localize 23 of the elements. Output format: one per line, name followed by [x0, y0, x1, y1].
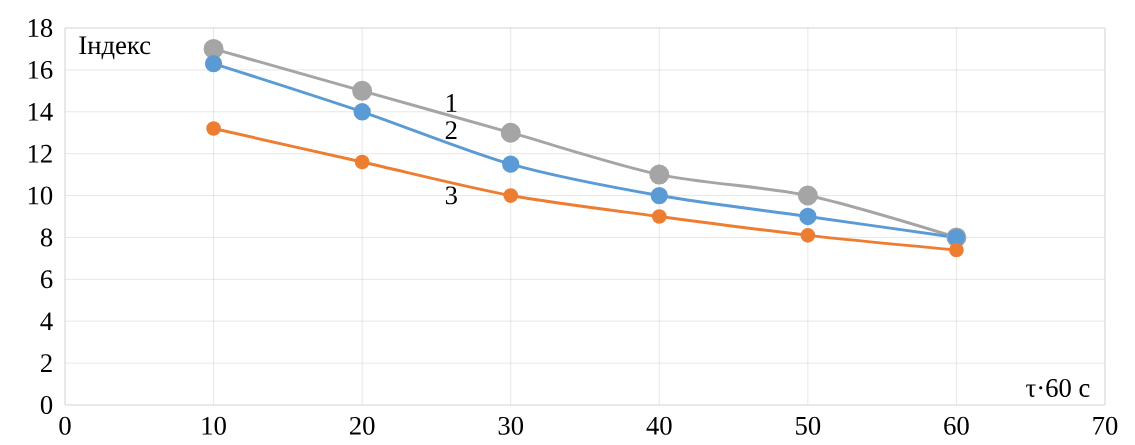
y-tick-label: 16 — [28, 60, 53, 79]
x-tick-label: 20 — [349, 416, 375, 435]
x-tick-label: 60 — [944, 416, 969, 435]
x-tick-label: 70 — [1093, 416, 1118, 435]
x-tick-label: 30 — [498, 416, 524, 435]
series-label: 2 — [445, 121, 457, 139]
y-tick-label: 6 — [41, 270, 53, 289]
series-label: 3 — [445, 186, 457, 205]
y-tick-label: 0 — [40, 395, 53, 414]
y-tick-label: 8 — [40, 228, 53, 247]
y-axis-title: Індекс — [79, 36, 151, 60]
y-tick-label: 2 — [41, 354, 52, 372]
y-tick-label: 10 — [28, 186, 53, 205]
x-tick-label: 40 — [646, 416, 672, 435]
y-tick-label: 4 — [40, 312, 53, 330]
x-tick-label: 0 — [59, 416, 71, 435]
y-tick-label: 18 — [28, 19, 53, 37]
y-tick-label: 14 — [28, 102, 53, 121]
x-tick-label: 50 — [796, 416, 821, 435]
x-tick-label: 10 — [202, 416, 226, 435]
y-tick-label: 12 — [28, 144, 52, 163]
x-axis-title: τ·60 с — [1026, 378, 1090, 397]
series-label: 1 — [446, 94, 457, 112]
